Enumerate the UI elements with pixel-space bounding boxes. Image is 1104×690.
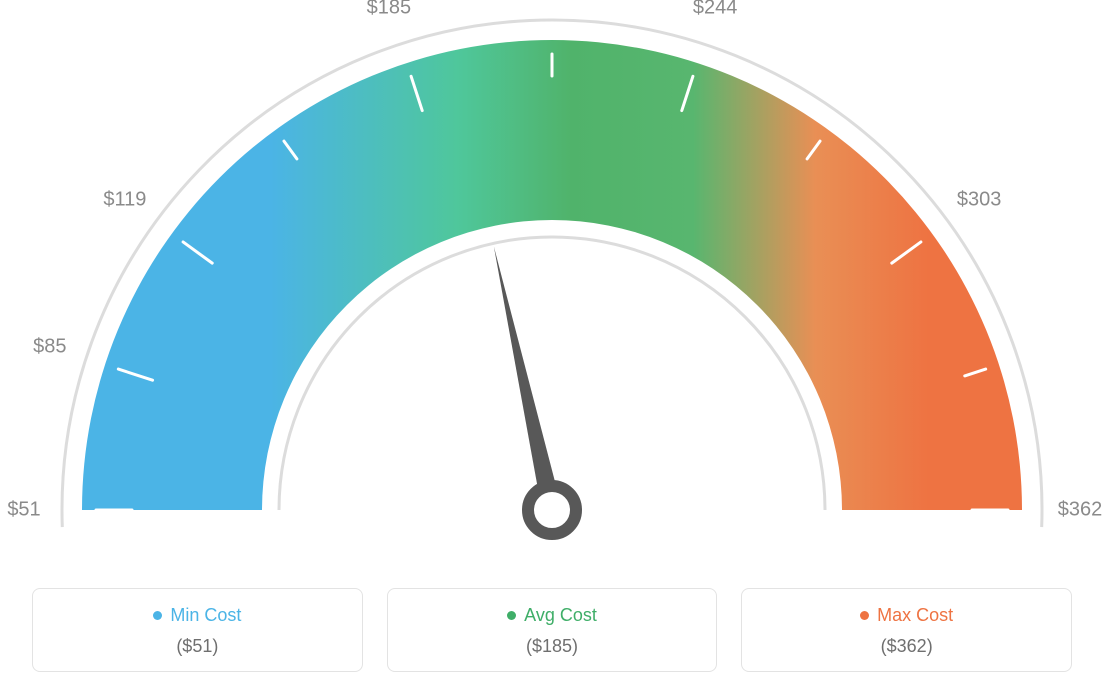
gauge-tick-label: $85 — [33, 335, 66, 358]
gauge-tick-label: $185 — [367, 0, 412, 19]
gauge-tick-label: $119 — [103, 188, 146, 211]
legend-value: ($185) — [398, 636, 707, 657]
legend-title-avg: Avg Cost — [507, 605, 597, 626]
legend-title-min: Min Cost — [153, 605, 241, 626]
legend-dot-icon — [860, 611, 869, 620]
gauge-tick-label: $362 — [1058, 499, 1103, 522]
legend-value: ($362) — [752, 636, 1061, 657]
legend-dot-icon — [507, 611, 516, 620]
gauge-tick-label: $51 — [7, 499, 40, 522]
legend-card-min: Min Cost ($51) — [32, 588, 363, 672]
legend-label: Max Cost — [877, 605, 953, 626]
legend-row: Min Cost ($51) Avg Cost ($185) Max Cost … — [0, 588, 1104, 672]
legend-value: ($51) — [43, 636, 352, 657]
legend-title-max: Max Cost — [860, 605, 953, 626]
legend-label: Avg Cost — [524, 605, 597, 626]
legend-card-max: Max Cost ($362) — [741, 588, 1072, 672]
legend-dot-icon — [153, 611, 162, 620]
gauge-container: $51 $85 $119 $185 $244 $303 $362 — [0, 0, 1104, 540]
gauge-tick-label: $244 — [693, 0, 738, 19]
gauge-tick-label: $303 — [957, 188, 1002, 211]
gauge-svg — [0, 0, 1104, 540]
legend-label: Min Cost — [170, 605, 241, 626]
legend-card-avg: Avg Cost ($185) — [387, 588, 718, 672]
